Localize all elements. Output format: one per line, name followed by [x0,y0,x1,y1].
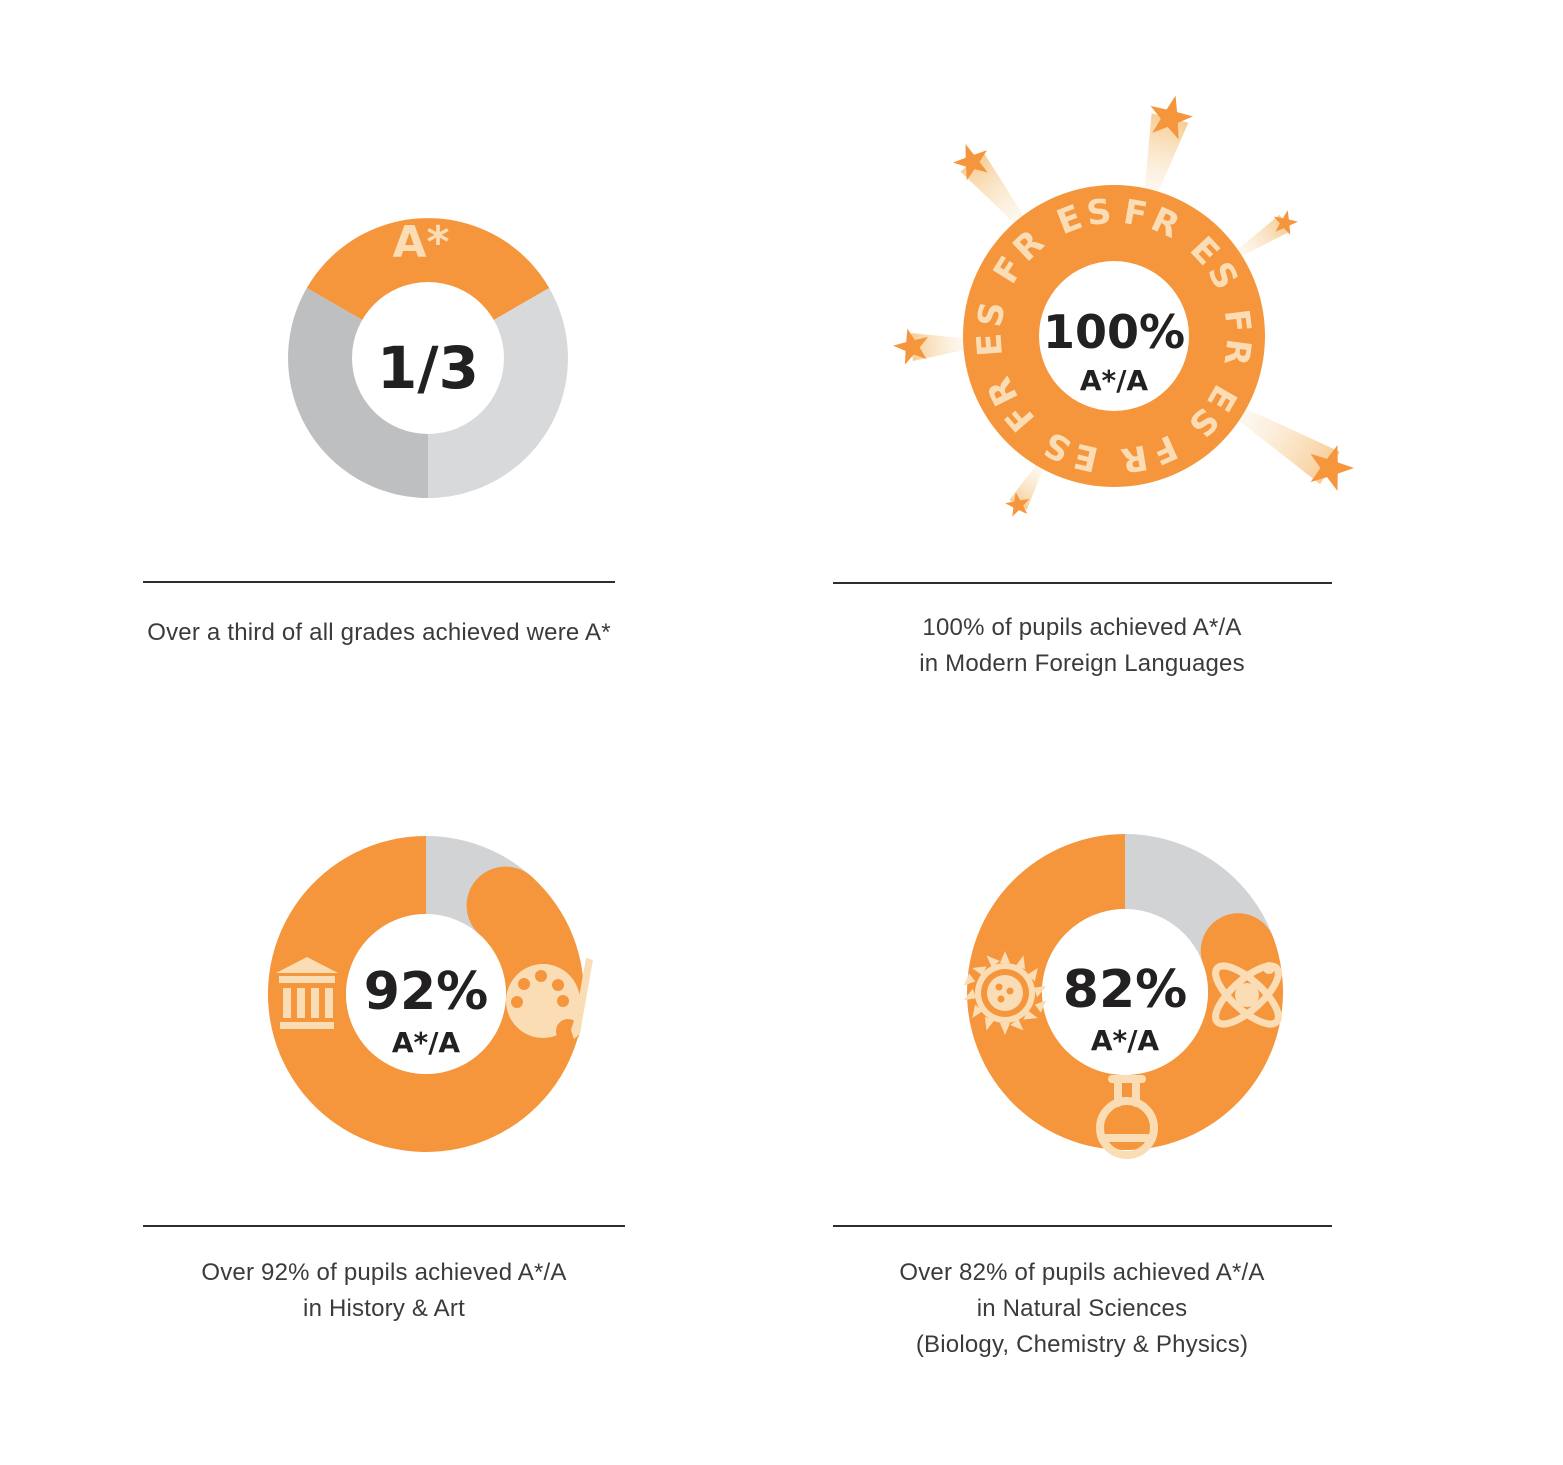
caption-line: in Modern Foreign Languages [919,650,1245,677]
caption-sciences: Over 82% of pupils achieved A*/A in Natu… [762,1255,1402,1363]
caption-line: 100% of pupils achieved A*/A [922,614,1242,641]
divider-line [833,582,1332,584]
center-value-100: 100% [1043,305,1185,359]
caption-mfl: 100% of pupils achieved A*/A in Modern F… [762,610,1402,682]
donut-hole [1042,909,1208,1075]
ring-label-a-star: A* [392,217,449,268]
flask-icon [1096,1075,1158,1159]
donut-chart-history-art: 92% A*/A [267,836,593,1152]
donut-chart-sciences: 82% A*/A [963,834,1284,1159]
center-value-one-third: 1/3 [377,334,479,402]
paintbrush-icon [571,958,593,1039]
arc-round-cap [1200,913,1276,989]
atom-icon [1212,962,1282,1028]
divider-line [833,1225,1332,1227]
caption-line: Over 82% of pupils achieved A*/A [899,1259,1265,1286]
donut-chart-mfl: FR ES FR ES FR ES FR ES FR ES 100% A*/A [889,90,1360,518]
star-trail [1237,214,1291,257]
center-value-92: 92% [364,962,488,1022]
center-sub-grade: A*/A [392,1026,461,1059]
star-trail [960,152,1024,223]
star-trail [1239,408,1340,485]
center-sub-grade: A*/A [1080,364,1149,397]
donut-hole [346,914,506,1074]
palette-icon [506,958,593,1043]
caption-line: in Natural Sciences [976,1295,1188,1322]
caption-line: Over 92% of pupils achieved A*/A [201,1259,567,1286]
center-sub-grade: A*/A [1091,1024,1160,1057]
donut-hole [1039,261,1189,411]
caption-line: Over a third of all grades achieved were… [147,619,611,646]
caption-line: in History & Art [303,1295,465,1322]
arc-round-cap [466,866,545,945]
caption-a-star: Over a third of all grades achieved were… [59,615,699,651]
donut-hole [352,282,504,434]
pie-slice-82 [967,834,1284,1150]
caption-history-art: Over 92% of pupils achieved A*/A in Hist… [64,1255,704,1327]
museum-icon [276,957,338,1029]
divider-line [143,581,615,583]
caption-line: (Biology, Chemistry & Physics) [915,1331,1249,1358]
microbe-icon [963,951,1047,1035]
donut-chart-a-star: A* 1/3 [288,217,568,498]
center-value-82: 82% [1063,960,1187,1020]
divider-line [143,1225,625,1227]
